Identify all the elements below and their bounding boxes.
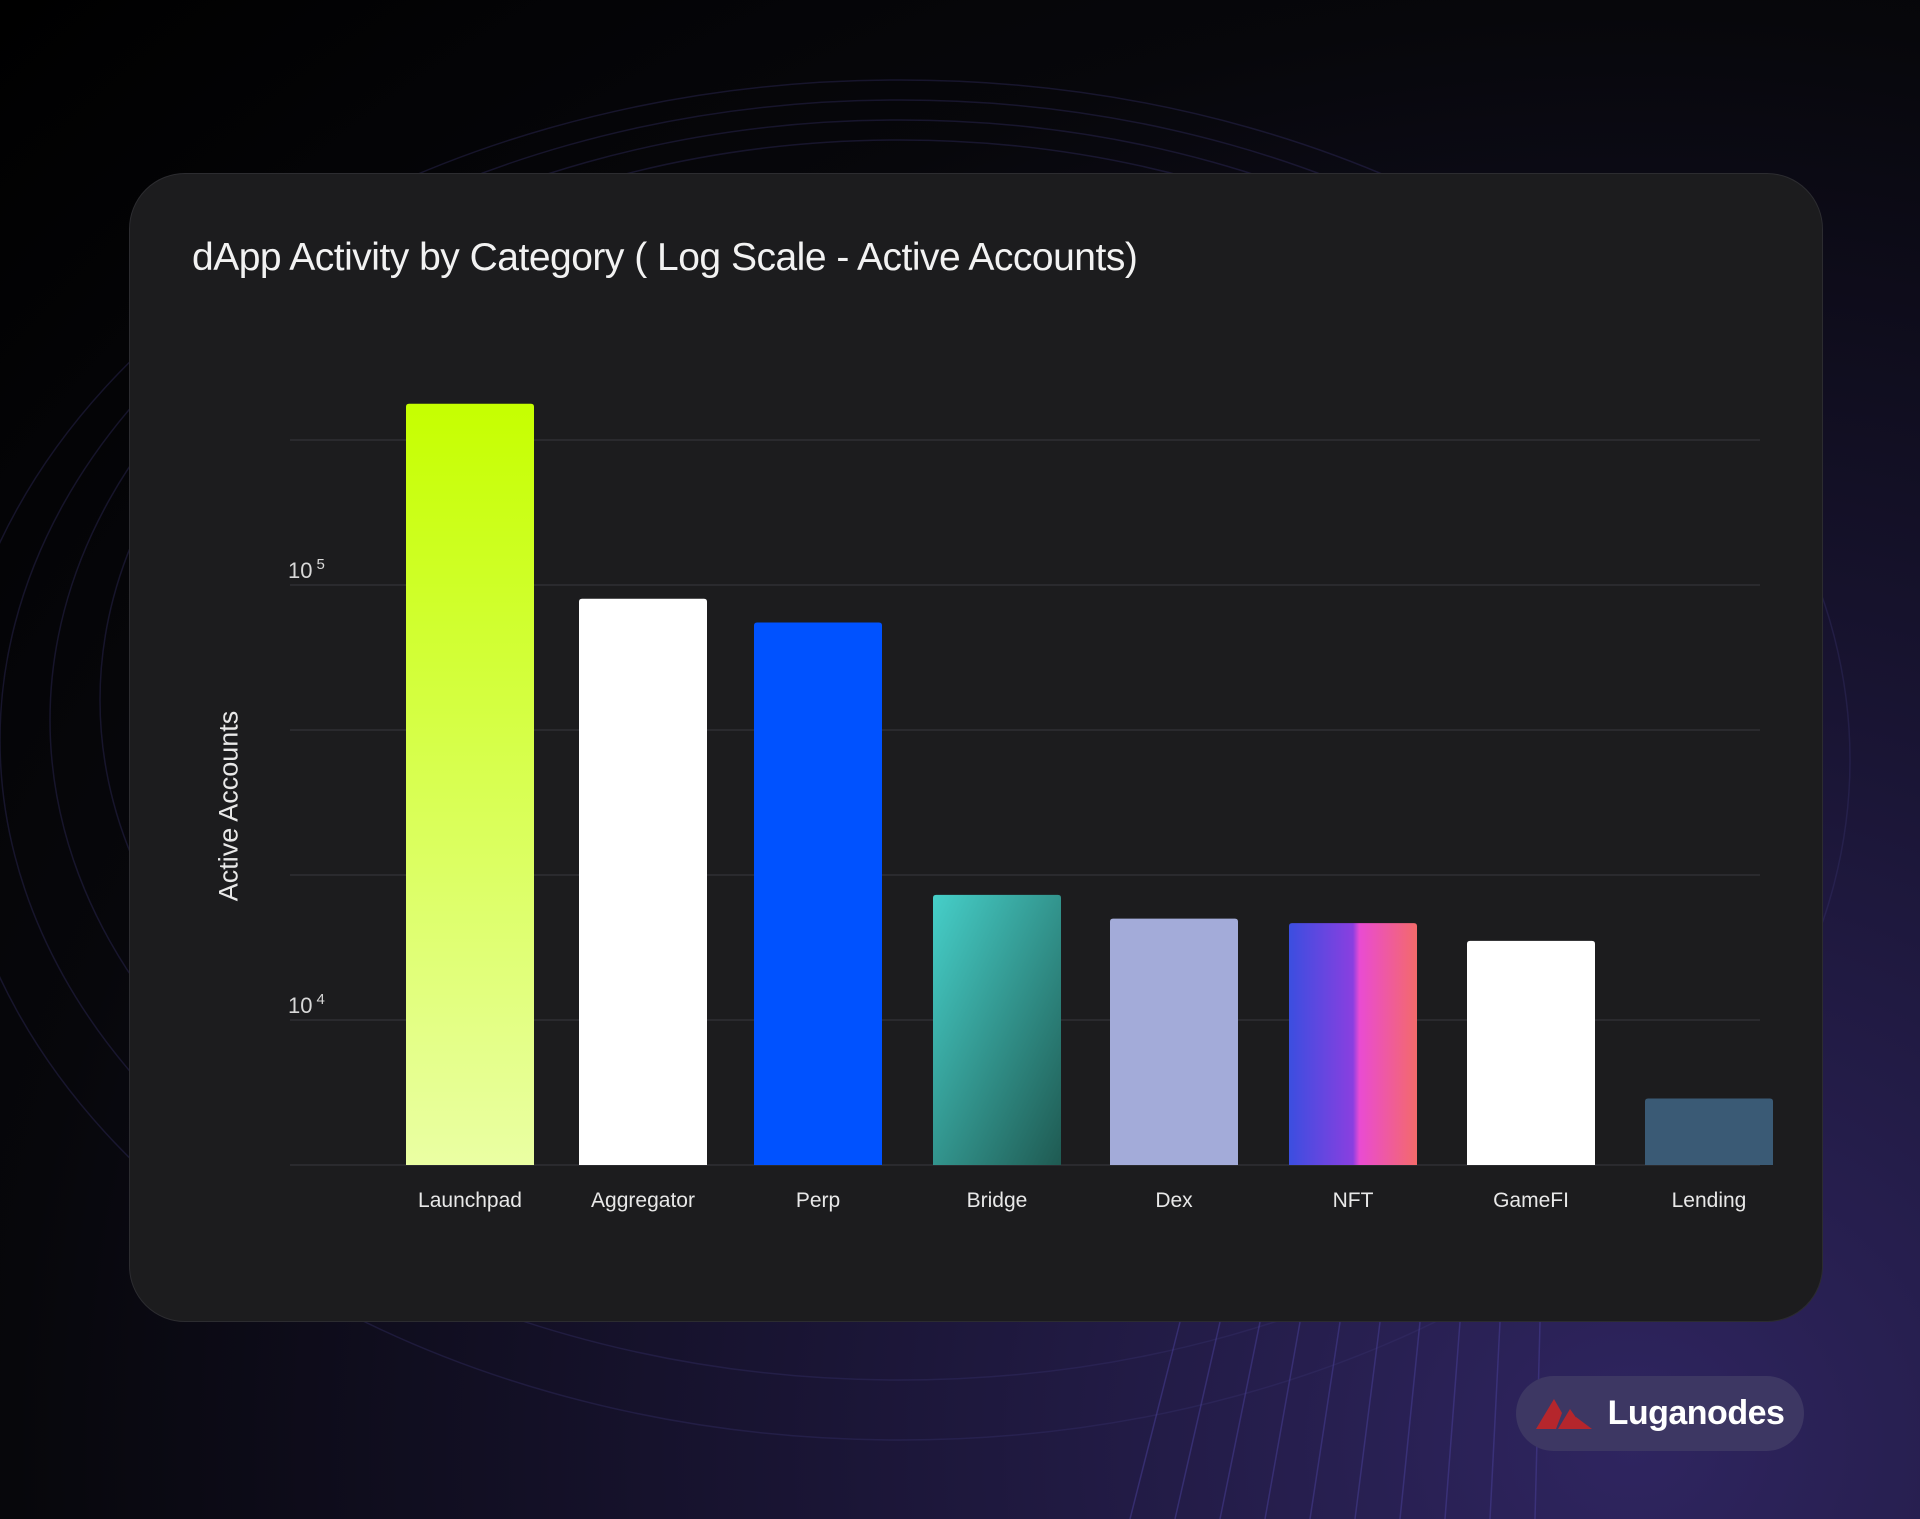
chart-title: dApp Activity by Category ( Log Scale - … — [192, 236, 1138, 279]
bar-lending — [1645, 1098, 1773, 1165]
bar-launchpad — [406, 403, 534, 1165]
bar-nft — [1289, 923, 1417, 1165]
bar-bridge — [933, 894, 1061, 1165]
y-tick-label: 10 4 — [288, 991, 325, 1018]
x-tick-label: Launchpad — [418, 1189, 522, 1212]
y-tick-label: 10 5 — [288, 556, 325, 583]
x-tick-label: Lending — [1672, 1189, 1747, 1212]
mountain-logo-icon — [1535, 1398, 1592, 1429]
bar-dex — [1110, 918, 1238, 1165]
x-tick-label: Dex — [1155, 1189, 1193, 1212]
x-tick-label: Aggregator — [591, 1189, 695, 1212]
bar-gamefi — [1467, 940, 1595, 1165]
x-tick-label: GameFI — [1493, 1189, 1569, 1212]
x-tick-label: Bridge — [967, 1189, 1028, 1212]
brand-logo: Luganodes — [1516, 1376, 1804, 1451]
bar-aggregator — [579, 598, 707, 1165]
bar-perp — [754, 622, 882, 1165]
x-tick-label: Perp — [796, 1189, 840, 1212]
x-tick-label: NFT — [1333, 1189, 1374, 1212]
brand-name: Luganodes — [1607, 1394, 1785, 1432]
